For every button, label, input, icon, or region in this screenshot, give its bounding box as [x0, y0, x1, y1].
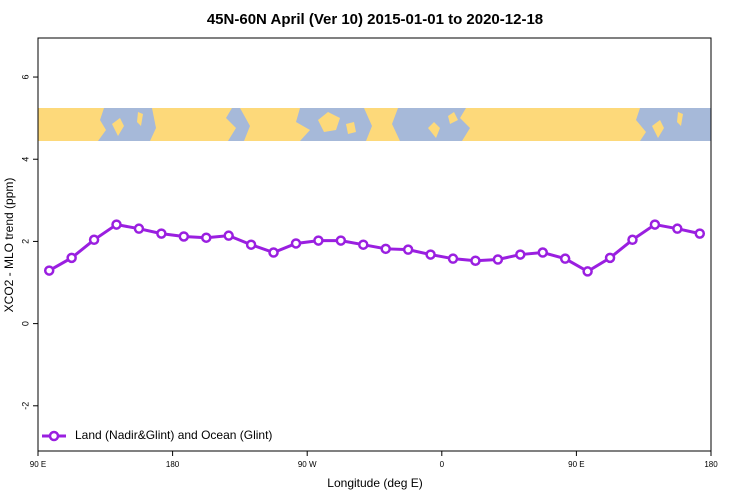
x-tick-label: 90 E	[568, 460, 584, 469]
point	[268, 247, 279, 258]
plot-frame	[37, 37, 712, 452]
x-tick-label: 180	[704, 460, 718, 469]
point	[627, 234, 638, 246]
x-tick-label: 90 W	[298, 460, 317, 469]
point	[380, 243, 391, 255]
x-tick-label: 0	[440, 460, 445, 469]
point	[402, 244, 414, 255]
point	[88, 234, 100, 246]
point	[470, 255, 481, 266]
point	[582, 266, 593, 277]
point	[43, 265, 55, 276]
y-tick-label: 4	[20, 157, 30, 162]
y-tick-label: 6	[20, 75, 30, 80]
point	[66, 252, 77, 264]
y-tick-label: 2	[20, 239, 30, 244]
point	[694, 228, 706, 239]
point	[672, 223, 683, 234]
y-axis-label: XCO2 - MLO trend (ppm)	[2, 178, 16, 313]
point	[559, 253, 571, 264]
series-line	[48, 222, 701, 274]
point	[425, 249, 436, 260]
point	[447, 253, 459, 264]
point	[537, 247, 548, 258]
y-tick-label: 0	[20, 321, 30, 326]
point	[313, 235, 324, 246]
chart-title: 45N-60N April (Ver 10) 2015-01-01 to 202…	[207, 11, 543, 28]
point	[492, 254, 504, 265]
point	[111, 219, 122, 230]
point	[290, 238, 302, 249]
point	[133, 223, 145, 234]
legend-marker	[48, 430, 60, 442]
map-band	[38, 108, 711, 141]
legend-label: Land (Nadir&Glint) and Ocean (Glint)	[75, 428, 272, 442]
point	[223, 230, 234, 241]
x-tick-label: 180	[166, 460, 180, 469]
point	[604, 252, 616, 264]
point	[201, 232, 212, 243]
point	[178, 231, 190, 242]
x-tick-label: 90 E	[30, 460, 46, 469]
point	[358, 239, 369, 250]
y-tick-label: -2	[20, 402, 30, 410]
x-axis-label: Longitude (deg E)	[327, 476, 422, 490]
point	[515, 249, 526, 260]
point	[335, 235, 347, 246]
point	[156, 228, 167, 239]
point	[649, 219, 661, 230]
point	[245, 239, 257, 250]
